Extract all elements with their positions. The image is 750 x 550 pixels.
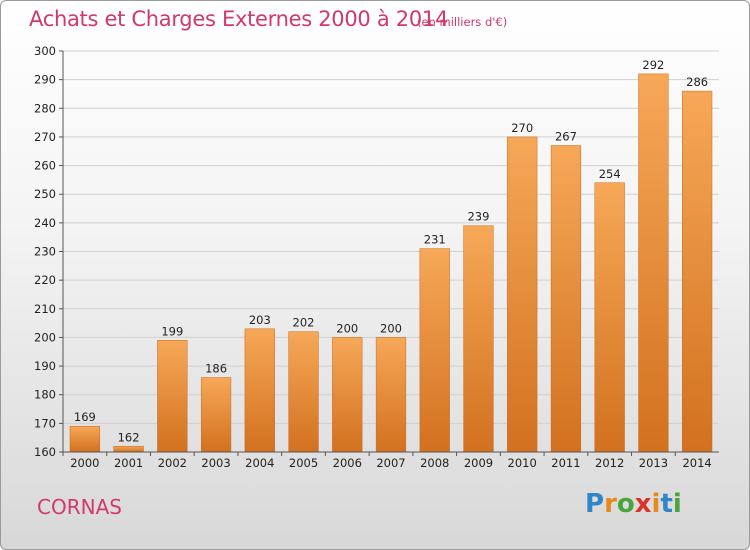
y-tick-label: 170 bbox=[34, 416, 56, 430]
x-tick-label-2005: 2005 bbox=[289, 456, 318, 470]
x-tick-label-2004: 2004 bbox=[245, 456, 274, 470]
y-tick-label: 250 bbox=[34, 187, 56, 201]
x-axis-ticks: 2000 2001 2002 2003 2004 2005 2006 2007 2008 2009… bbox=[62, 452, 712, 470]
logo-letter: P bbox=[585, 489, 605, 519]
bar-2005 bbox=[288, 331, 319, 453]
value-label-2013: 292 bbox=[642, 58, 664, 72]
y-tick-label: 280 bbox=[34, 101, 56, 115]
logo-letter: i bbox=[672, 489, 682, 519]
value-label-2010: 270 bbox=[511, 121, 533, 135]
logo-letter: i bbox=[651, 489, 661, 519]
bar-2000 bbox=[69, 425, 100, 453]
y-tick-label: 180 bbox=[34, 388, 56, 402]
x-tick-label-2014: 2014 bbox=[682, 456, 711, 470]
logo-letter: r bbox=[604, 489, 617, 519]
y-tick-label: 260 bbox=[34, 159, 56, 173]
bar-2006 bbox=[332, 337, 363, 453]
bars bbox=[69, 73, 713, 453]
bar-2004 bbox=[244, 328, 275, 453]
value-label-2002: 199 bbox=[161, 324, 183, 338]
bar-2009 bbox=[463, 225, 494, 453]
commune-name: CORNAS bbox=[37, 495, 122, 519]
value-label-2001: 162 bbox=[118, 430, 140, 444]
logo-letter: t bbox=[660, 489, 673, 519]
x-tick-label-2011: 2011 bbox=[551, 456, 580, 470]
chart-unit: (en milliers d'€) bbox=[417, 15, 508, 29]
y-tick-label: 300 bbox=[34, 44, 56, 58]
value-label-2007: 200 bbox=[380, 321, 402, 335]
y-tick-label: 240 bbox=[34, 216, 56, 230]
value-label-2011: 267 bbox=[555, 130, 577, 144]
value-label-2009: 239 bbox=[467, 210, 489, 224]
x-tick-label-2009: 2009 bbox=[464, 456, 493, 470]
chart-title: Achats et Charges Externes 2000 à 2014 bbox=[29, 7, 449, 31]
x-tick-label-2002: 2002 bbox=[158, 456, 187, 470]
value-label-2006: 200 bbox=[336, 321, 358, 335]
x-tick-label-2013: 2013 bbox=[639, 456, 668, 470]
bar-2011 bbox=[550, 145, 582, 453]
value-label-2012: 254 bbox=[599, 167, 621, 181]
bar-2001 bbox=[113, 446, 144, 453]
logo-letter: x bbox=[634, 489, 652, 519]
value-label-2008: 231 bbox=[424, 233, 446, 247]
y-tick-label: 230 bbox=[34, 245, 56, 259]
x-tick-label-2007: 2007 bbox=[376, 456, 405, 470]
bar-2010 bbox=[507, 136, 538, 453]
bar-2014 bbox=[682, 90, 713, 453]
x-tick-label-2012: 2012 bbox=[595, 456, 624, 470]
bar-2012 bbox=[594, 182, 625, 453]
x-tick-label-2001: 2001 bbox=[114, 456, 143, 470]
bar-2007 bbox=[375, 337, 407, 453]
value-label-2000: 169 bbox=[74, 410, 96, 424]
proxiti-logo: Proxiti bbox=[585, 489, 682, 519]
y-tick-label: 270 bbox=[34, 130, 56, 144]
y-tick-label: 160 bbox=[34, 445, 56, 459]
value-labels: 169 162 199 186 203 202 200 200 231 239 270 267 254 2… bbox=[74, 58, 708, 444]
value-label-2003: 186 bbox=[205, 362, 227, 376]
bar-2013 bbox=[638, 73, 669, 453]
y-tick-label: 220 bbox=[34, 273, 56, 287]
x-tick-label-2000: 2000 bbox=[70, 456, 99, 470]
y-axis-ticks: 160 170 180 190 200 210 220 230 240 250 260 270 280 2… bbox=[34, 44, 63, 459]
logo-letter: o bbox=[616, 489, 635, 519]
x-tick-label-2008: 2008 bbox=[420, 456, 449, 470]
value-label-2004: 203 bbox=[249, 313, 271, 327]
y-tick-label: 190 bbox=[34, 359, 56, 373]
x-tick-label-2006: 2006 bbox=[333, 456, 362, 470]
x-tick-label-2003: 2003 bbox=[201, 456, 230, 470]
x-tick-label-2010: 2010 bbox=[508, 456, 537, 470]
value-label-2014: 286 bbox=[686, 75, 708, 89]
y-tick-label: 200 bbox=[34, 330, 56, 344]
axes bbox=[62, 51, 719, 453]
bar-2002 bbox=[157, 340, 188, 453]
bar-2008 bbox=[419, 248, 450, 453]
bar-2003 bbox=[200, 377, 232, 453]
value-label-2005: 202 bbox=[293, 316, 315, 330]
y-tick-label: 290 bbox=[34, 73, 56, 87]
y-tick-label: 210 bbox=[34, 302, 56, 316]
